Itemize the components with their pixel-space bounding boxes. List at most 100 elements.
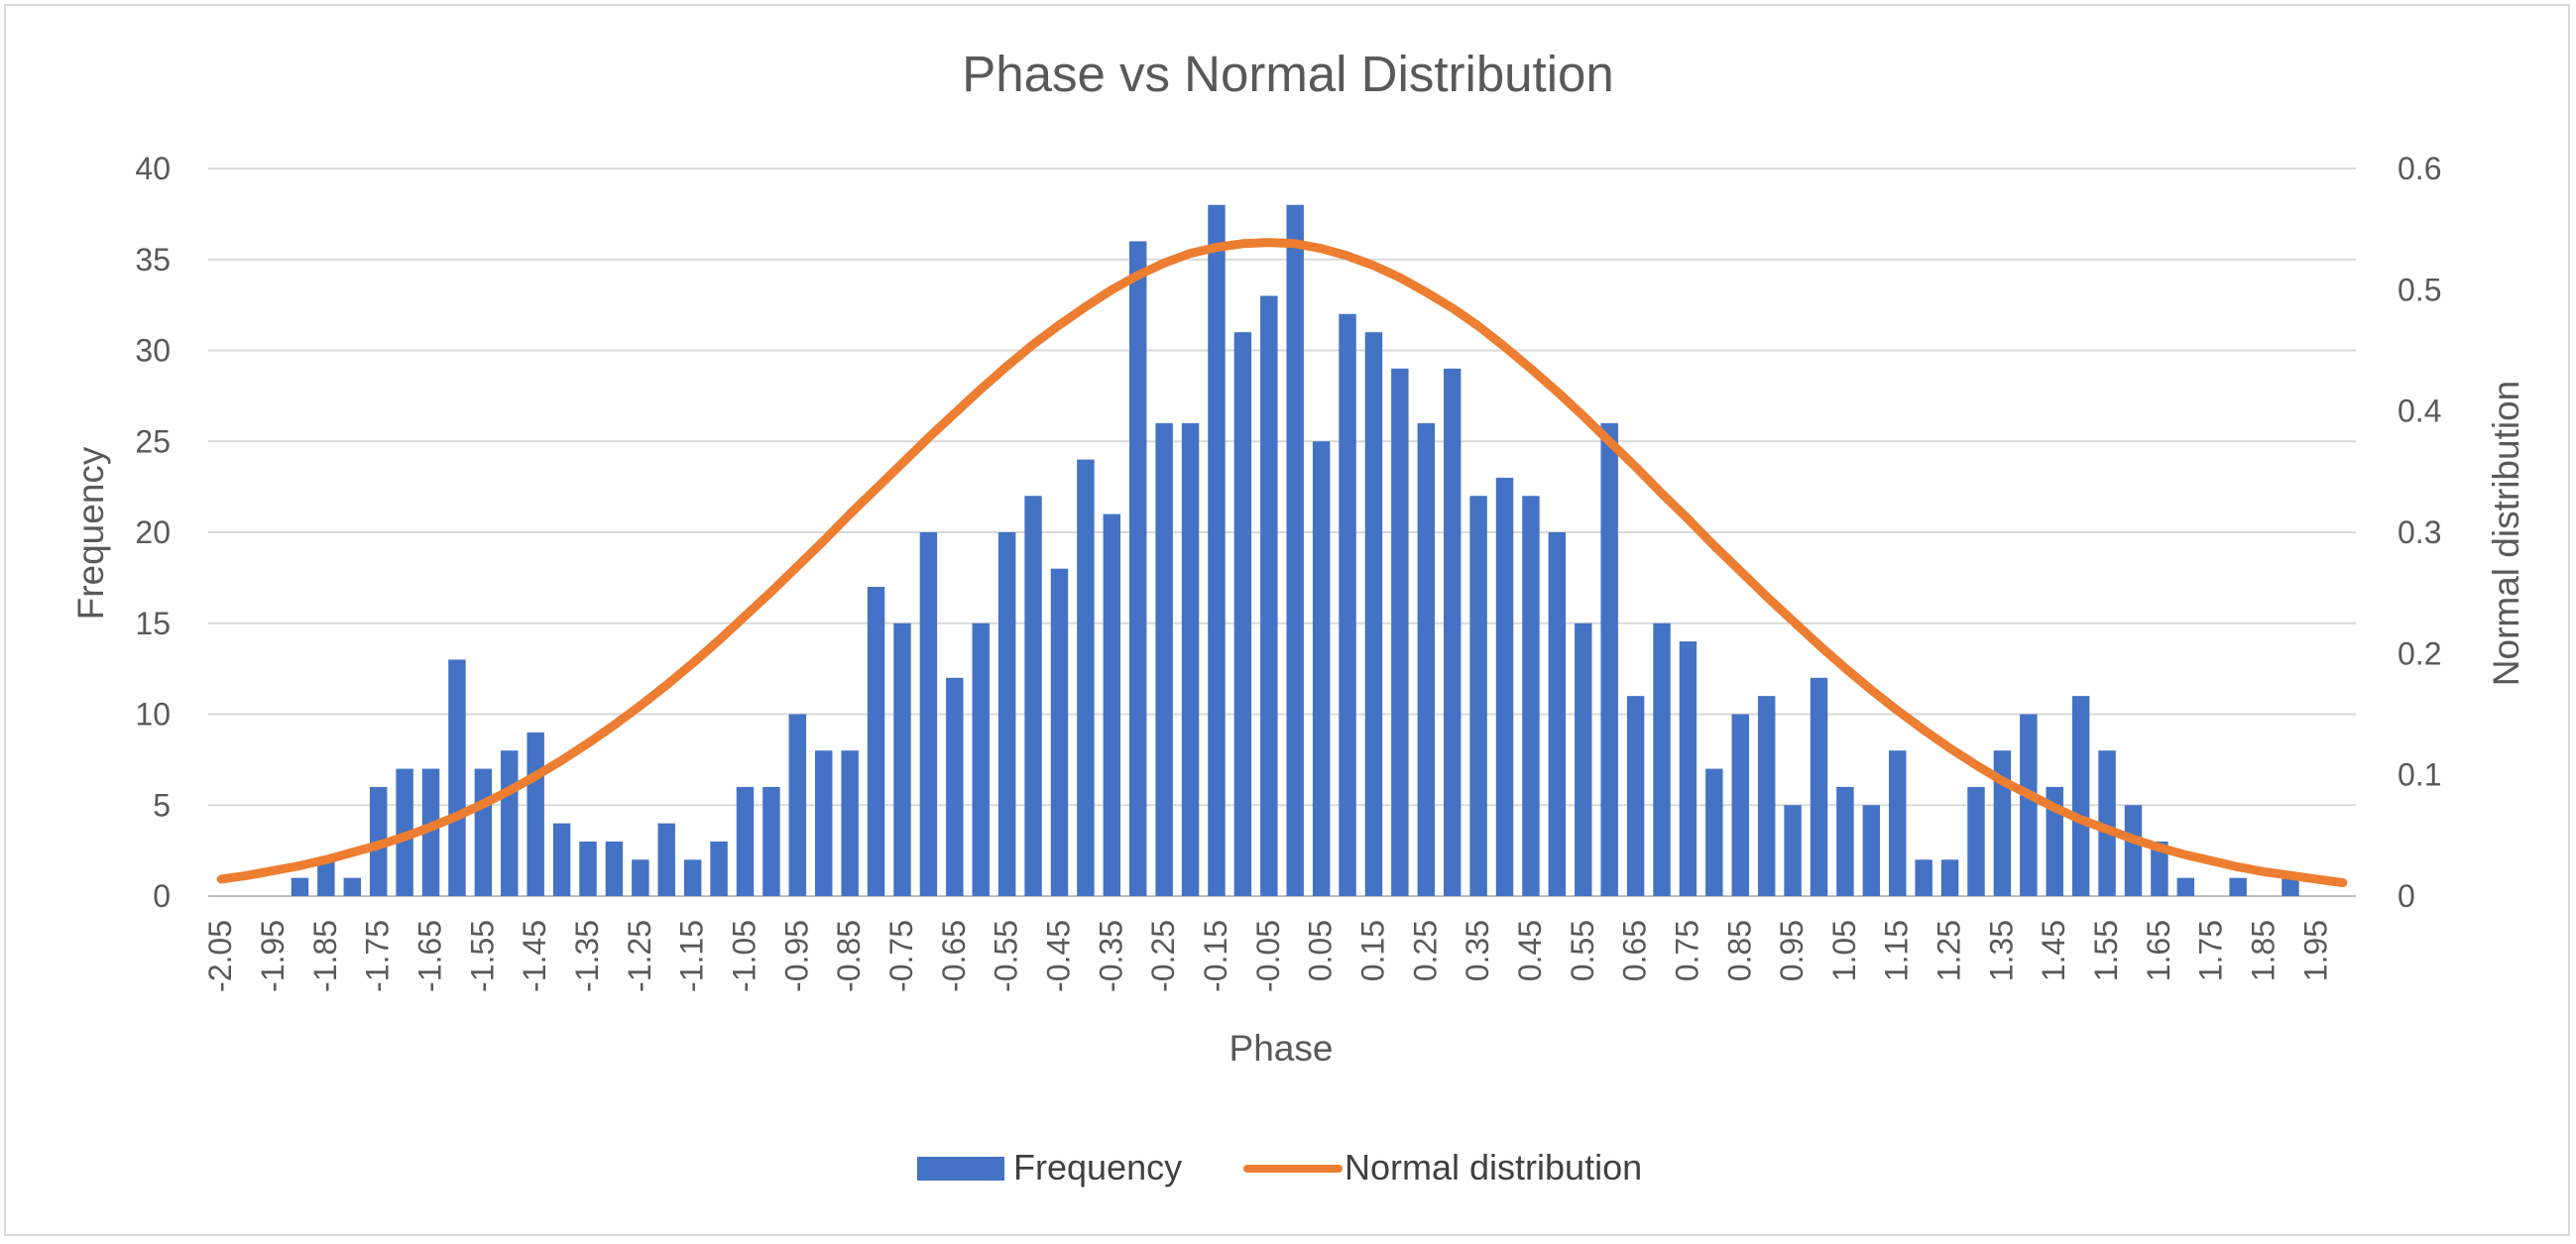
- x-tick-label: -0.45: [1041, 920, 1077, 992]
- frequency-bar: [2151, 841, 2168, 896]
- x-tick-label: -0.95: [778, 920, 814, 992]
- normal-distribution-line-group: [216, 238, 2348, 887]
- frequency-bar: [1155, 422, 1173, 896]
- x-axis-title: Phase: [1229, 1028, 1334, 1069]
- frequency-bar: [1548, 532, 1567, 896]
- frequency-bar: [579, 841, 597, 896]
- frequency-bar: [1391, 368, 1409, 897]
- legend-normal-label: Normal distribution: [1345, 1147, 1642, 1187]
- x-tick-label: -1.65: [412, 920, 448, 992]
- x-tick-label: -1.15: [674, 920, 710, 992]
- frequency-bar: [1731, 714, 1749, 896]
- y-tick-label: 0: [153, 878, 171, 914]
- x-tick-label: 0.45: [1512, 920, 1548, 981]
- frequency-bar: [815, 750, 833, 896]
- y-tick-label: 10: [135, 697, 171, 733]
- frequency-bar: [1286, 204, 1304, 896]
- x-tick-label: -2.05: [202, 920, 238, 992]
- frequency-bar: [1339, 313, 1356, 896]
- frequency-bar: [1469, 496, 1487, 896]
- frequency-bar: [2020, 714, 2038, 896]
- frequency-bar: [1915, 859, 1932, 896]
- frequency-bar: [946, 677, 964, 896]
- frequency-bar: [657, 823, 675, 896]
- frequency-bar: [1129, 241, 1147, 896]
- frequency-bar: [1705, 768, 1723, 896]
- y-tick-label: 40: [135, 151, 171, 186]
- frequency-bar: [552, 823, 571, 896]
- x-tick-label: 1.75: [2193, 920, 2229, 981]
- frequency-bar: [501, 750, 519, 896]
- x-tick-label: 1.05: [1826, 920, 1862, 981]
- x-tick-label: -0.25: [1145, 920, 1181, 992]
- frequency-bar: [605, 841, 624, 896]
- frequency-bar: [2282, 877, 2299, 896]
- left-axis-ticks: 0 5 10 15 20 25 30 35 40: [135, 151, 171, 914]
- x-tick-label: 1.95: [2297, 920, 2333, 981]
- frequency-bar: [317, 859, 335, 896]
- frequency-bar: [972, 622, 990, 896]
- y-tick-label: 30: [135, 333, 171, 369]
- frequency-bar: [1679, 641, 1698, 896]
- x-tick-label: -1.85: [307, 920, 343, 992]
- x-tick-label: 1.45: [2036, 920, 2071, 981]
- normal-distribution-line: [216, 238, 2348, 887]
- frequency-bar: [1626, 696, 1645, 896]
- frequency-bar: [1522, 496, 1540, 896]
- right-axis-ticks: 0 0.1 0.2 0.3 0.4 0.5 0.6: [2398, 151, 2441, 914]
- frequency-bar: [1940, 859, 1959, 896]
- y2-tick-label: 0.1: [2398, 757, 2441, 793]
- frequency-bar: [1784, 805, 1802, 896]
- x-tick-label: -0.75: [883, 920, 919, 992]
- legend-frequency-swatch: [917, 1157, 1004, 1181]
- y2-axis-title: Normal distribution: [2486, 381, 2526, 686]
- frequency-bar: [1417, 422, 1435, 896]
- frequency-bar: [893, 622, 911, 896]
- x-tick-label: -1.95: [255, 920, 291, 992]
- frequency-bar: [1181, 422, 1200, 896]
- x-tick-label: -1.25: [622, 920, 657, 992]
- x-tick-label: 0.35: [1460, 920, 1495, 981]
- frequency-bar: [1653, 622, 1671, 896]
- frequency-bar: [1233, 332, 1252, 896]
- legend: Frequency Normal distribution: [917, 1147, 1642, 1187]
- frequency-bar: [867, 587, 885, 896]
- frequency-bars: [291, 204, 2299, 897]
- frequency-bar: [710, 841, 728, 896]
- x-tick-label: 0.05: [1303, 920, 1339, 981]
- frequency-bar: [2124, 805, 2143, 896]
- chart-title: Phase vs Normal Distribution: [962, 46, 1614, 102]
- y2-tick-label: 0.6: [2398, 151, 2441, 186]
- frequency-bar: [997, 532, 1016, 896]
- y-tick-label: 35: [135, 242, 171, 278]
- frequency-bar: [762, 786, 780, 896]
- frequency-bar: [1600, 422, 1618, 896]
- x-tick-label: 0.75: [1669, 920, 1704, 981]
- y-tick-label: 20: [135, 514, 171, 550]
- y-tick-label: 25: [135, 423, 171, 459]
- frequency-bar: [474, 768, 493, 896]
- frequency-bar: [1077, 459, 1095, 896]
- x-tick-label: 0.95: [1774, 920, 1810, 981]
- x-tick-label: -1.55: [464, 920, 500, 992]
- frequency-bar: [1967, 786, 1985, 896]
- frequency-bar: [1836, 786, 1854, 896]
- x-tick-label: -1.45: [517, 920, 552, 992]
- frequency-bar: [841, 750, 859, 896]
- frequency-bar: [2229, 877, 2247, 896]
- x-tick-label: 0.85: [1721, 920, 1757, 981]
- x-tick-label: 1.35: [1983, 920, 2019, 981]
- x-axis-ticks: -2.05 -1.95 -1.85 -1.75 -1.65 -1.55 -1.45 -1.35…: [202, 920, 2333, 992]
- frequency-bar: [1312, 441, 1331, 896]
- frequency-bar: [2176, 877, 2195, 896]
- y-axis-title: Frequency: [70, 446, 111, 620]
- frequency-bar: [1495, 477, 1514, 896]
- frequency-bar: [343, 877, 361, 896]
- x-tick-label: 0.55: [1565, 920, 1600, 981]
- y2-tick-label: 0.4: [2398, 394, 2441, 429]
- x-tick-label: -0.85: [831, 920, 867, 992]
- x-tick-label: -0.55: [989, 920, 1024, 992]
- frequency-bar: [1050, 568, 1069, 896]
- frequency-bar: [683, 859, 702, 896]
- y2-tick-label: 0: [2398, 878, 2415, 914]
